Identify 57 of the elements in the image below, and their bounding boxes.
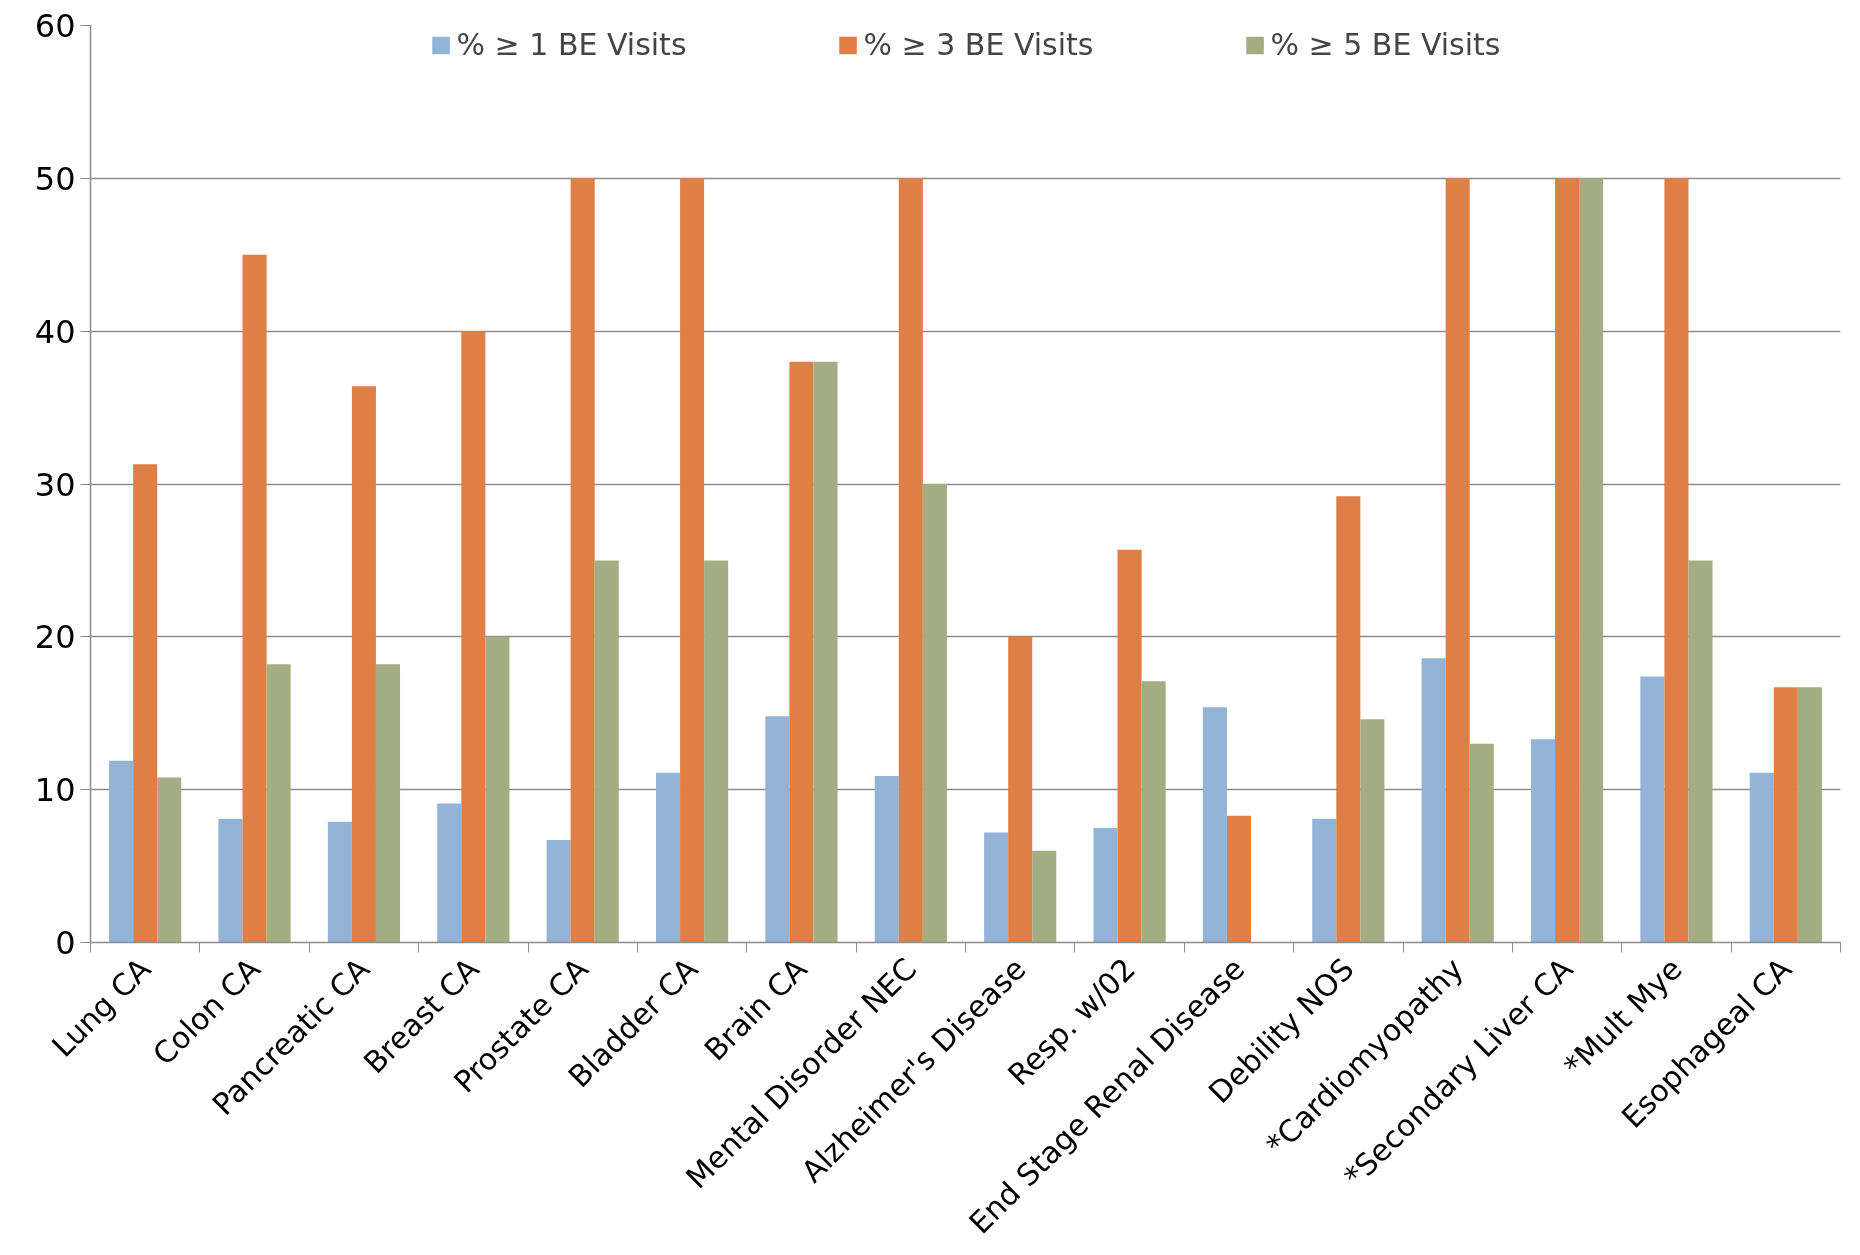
bar [898,178,923,943]
bar [922,484,947,943]
bar [984,832,1009,943]
y-tick-label: 20 [34,618,76,657]
legend-label: % ≥ 3 BE Visits [863,27,1094,62]
bar [1688,560,1713,943]
bar [1445,178,1470,943]
bar [1117,549,1142,943]
bar [461,331,486,943]
bar [109,760,134,943]
bar [546,840,571,943]
bar [1032,850,1057,943]
bar [874,775,899,943]
bar [1664,178,1689,943]
bar [1555,178,1580,943]
bar [1141,681,1166,943]
y-tick-label: 0 [55,924,76,962]
bar [375,664,401,943]
bar [1640,676,1665,943]
bar [133,464,158,943]
bar [680,178,705,943]
y-tick-label: 30 [34,465,76,504]
bar [351,386,376,943]
bar [327,821,352,943]
bar [765,716,790,943]
bar [437,803,462,943]
bar [1336,496,1361,943]
bar [1202,707,1227,943]
bar [1749,772,1774,943]
bar [1360,719,1385,943]
bar [1093,827,1118,943]
bar [1312,818,1337,943]
bar [485,636,510,943]
legend-label: % ≥ 1 BE Visits [456,27,687,62]
bar [1797,687,1822,943]
bar [1773,687,1798,943]
bar [655,772,681,943]
bar [1530,739,1556,943]
bar [266,664,291,943]
bar [1226,815,1251,943]
y-tick-label: 60 [34,7,76,45]
bar [1469,743,1494,943]
legend-label: % ≥ 5 BE Visits [1270,27,1501,62]
bar [570,178,595,943]
bar [789,361,814,943]
bar [218,818,243,943]
bar [1008,636,1033,943]
y-tick-label: 10 [34,771,76,810]
bar [813,361,838,943]
bar [704,560,729,943]
bar [242,254,267,943]
y-tick-label: 40 [34,312,76,351]
bar [157,777,182,943]
bar [1579,178,1604,943]
y-tick-label: 50 [34,159,76,198]
bar [594,560,619,943]
bar [1421,658,1446,943]
